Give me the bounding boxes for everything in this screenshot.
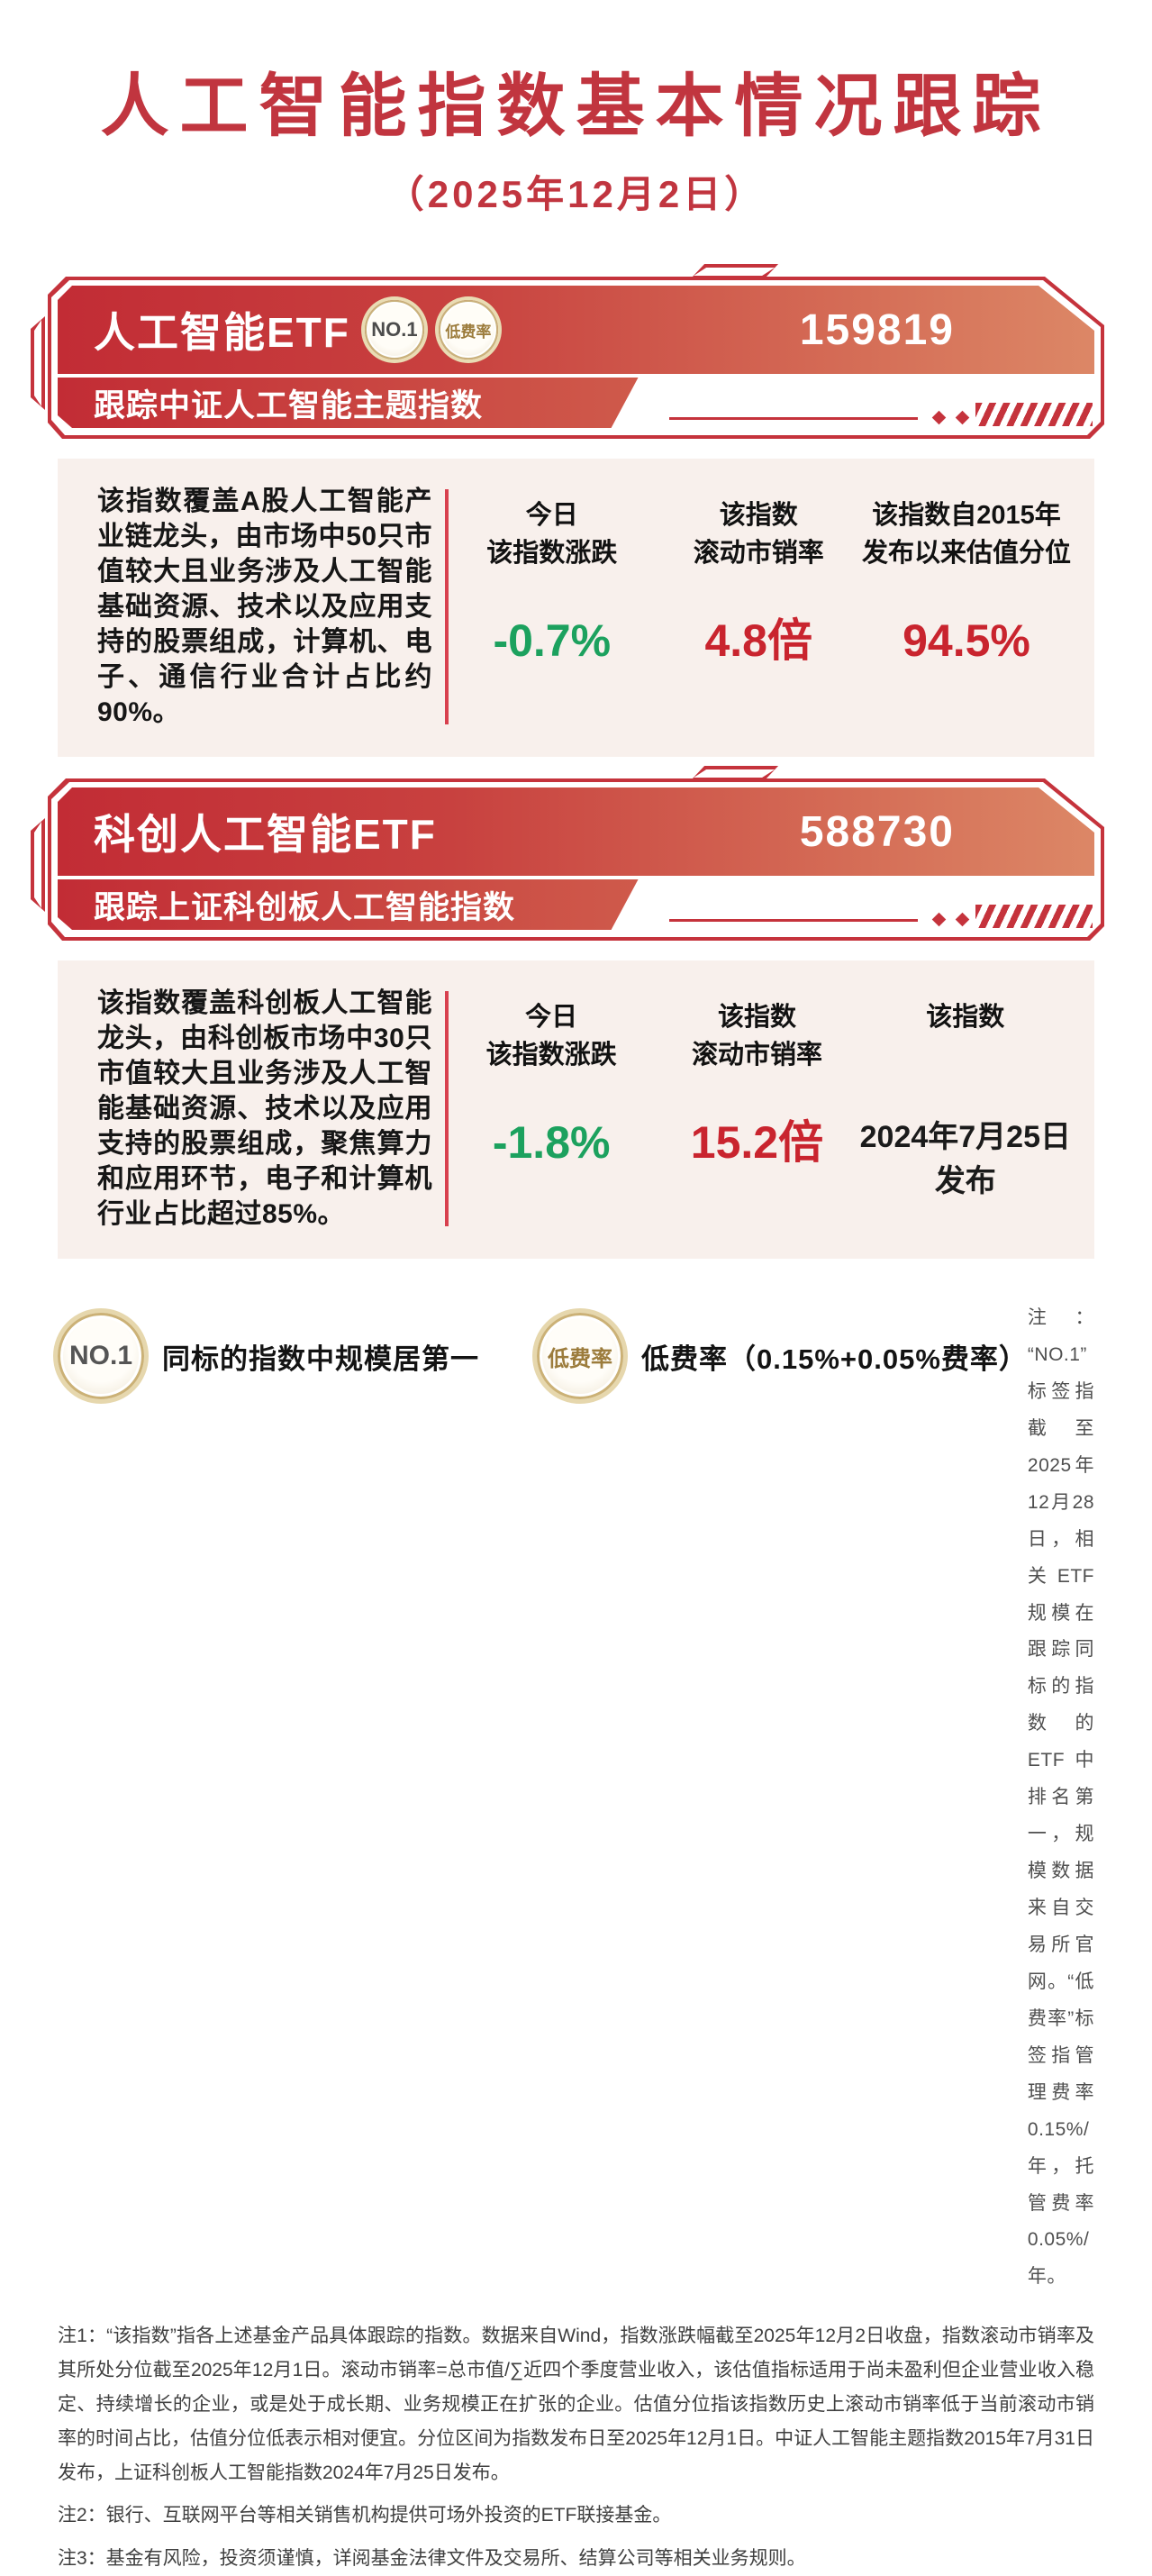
stat-column-ps-ratio: 该指数 滚动市销率 15.2倍: [654, 986, 859, 1232]
stat-label: 今日 该指数涨跌: [486, 501, 618, 568]
banner-line-decoration: [669, 417, 919, 420]
page-title: 人工智能指数基本情况跟踪: [100, 66, 1052, 146]
banner-left-bracket-decoration: [31, 316, 45, 410]
stat-value: -1.8%: [492, 1117, 611, 1168]
product-name: 人工智能ETF: [94, 309, 350, 356]
stat-label: 该指数 滚动市销率: [693, 501, 824, 568]
index-description: 该指数覆盖A股人工智能产业链龙头，由市场中50只市值较大且业务涉及人工智能基础资…: [97, 487, 432, 727]
vertical-divider: [445, 489, 449, 724]
no1-badge-icon: NO.1: [365, 300, 424, 360]
stat-label: 该指数自2015年 发布以来估值分位: [862, 501, 1072, 568]
badge-legend: NO.1 同标的指数中规模居第一 低费率 低费率（0.15%+0.05%费率） …: [58, 1300, 1094, 2296]
page-subtitle: （2025年12月2日）: [386, 173, 766, 215]
index-info-box: 该指数覆盖科创板人工智能龙头，由科创板市场中30只市值较大且业务涉及人工智能基础…: [58, 960, 1094, 1259]
stat-value: 2024年7月25日 发布: [859, 1120, 1071, 1199]
banner-stripes-decoration: [975, 403, 1093, 426]
stat-value: 15.2倍: [690, 1117, 824, 1168]
banner-stripes-decoration: [975, 905, 1093, 928]
stat-label: 该指数 滚动市销率: [691, 1003, 822, 1070]
product-code: 159819: [799, 305, 955, 354]
tracking-banner: 跟踪上证科创板人工智能指数: [58, 879, 639, 930]
banner-title-row: 科创人工智能ETF 588730: [58, 787, 1094, 876]
stat-column-publish-date: 该指数 2024年7月25日 发布: [860, 986, 1071, 1232]
tracking-banner: 跟踪中证人工智能主题指数: [58, 378, 639, 428]
legend-note: 注：“NO.1”标签指截至2025年12月28日，相关ETF规模在跟踪同标的指数…: [1027, 1307, 1094, 2288]
stat-value: 4.8倍: [704, 615, 812, 666]
footnote-3: 注3：基金有风险，投资须谨慎，详阅基金法律文件及交易所、结算公司等相关业务规则。: [58, 2548, 806, 2570]
product-banner: 科创人工智能ETF 588730 跟踪上证科创板人工智能指数: [58, 787, 1094, 932]
legend-item-no1: NO.1 同标的指数中规模居第一: [58, 1313, 479, 1399]
stat-label: 今日 该指数涨跌: [485, 1003, 617, 1070]
product-section-588730: 科创人工智能ETF 588730 跟踪上证科创板人工智能指数 该指数覆盖科创板人…: [58, 787, 1094, 1259]
legend-no1-label: 同标的指数中规模居第一: [162, 1343, 479, 1375]
banner-title-row: 人工智能ETF NO.1 低费率 159819: [58, 286, 1094, 374]
banner-tab-decoration: [690, 264, 778, 279]
low-fee-medal-icon: 低费率: [537, 1313, 623, 1399]
no1-medal-icon: NO.1: [58, 1313, 144, 1399]
stats-row: 今日 该指数涨跌 -1.8% 该指数 滚动市销率 15.2倍: [449, 986, 1071, 1232]
footnote-1: 注1：“该指数”指各上述基金产品具体跟踪的指数。数据来自Wind，指数涨跌幅截至…: [58, 2326, 1094, 2483]
stat-column-daily-change: 今日 该指数涨跌 -0.7%: [449, 484, 656, 730]
stat-column-valuation-percentile: 该指数自2015年 发布以来估值分位 94.5%: [862, 484, 1071, 730]
banner-line-decoration: [669, 919, 919, 922]
page-header: 人工智能指数基本情况跟踪 （2025年12月2日）: [0, 0, 1152, 219]
tracking-label: 跟踪中证人工智能主题指数: [94, 387, 484, 423]
stat-value: -0.7%: [493, 615, 612, 666]
index-description: 该指数覆盖科创板人工智能龙头，由科创板市场中30只市值较大且业务涉及人工智能基础…: [97, 988, 432, 1229]
banner-tab-decoration: [690, 766, 778, 781]
product-name: 科创人工智能ETF: [94, 811, 437, 858]
stat-column-daily-change: 今日 该指数涨跌 -1.8%: [449, 986, 654, 1232]
vertical-divider: [445, 991, 449, 1226]
footnote-2: 注2：银行、互联网平台等相关销售机构提供可场外投资的ETF联接基金。: [58, 2505, 672, 2526]
product-section-159819: 人工智能ETF NO.1 低费率 159819 跟踪中证人工智能主题指数 该指数…: [58, 286, 1094, 757]
index-info-box: 该指数覆盖A股人工智能产业链龙头，由市场中50只市值较大且业务涉及人工智能基础资…: [58, 459, 1094, 757]
stat-label: 该指数: [926, 1003, 1005, 1032]
legend-item-lowfee: 低费率 低费率（0.15%+0.05%费率）: [537, 1313, 1028, 1399]
product-banner: 人工智能ETF NO.1 低费率 159819 跟踪中证人工智能主题指数: [58, 286, 1094, 430]
stats-row: 今日 该指数涨跌 -0.7% 该指数 滚动市销率 4.8倍: [449, 484, 1071, 730]
stat-value: 94.5%: [903, 615, 1030, 666]
stat-column-ps-ratio: 该指数 滚动市销率 4.8倍: [656, 484, 863, 730]
banner-left-bracket-decoration: [31, 818, 45, 912]
low-fee-badge-icon: 低费率: [439, 300, 498, 360]
legend-lowfee-label: 低费率（0.15%+0.05%费率）: [641, 1343, 1028, 1375]
product-code: 588730: [799, 807, 955, 856]
tracking-label: 跟踪上证科创板人工智能指数: [94, 889, 516, 925]
footnotes: 注1：“该指数”指各上述基金产品具体跟踪的指数。数据来自Wind，指数涨跌幅截至…: [58, 2319, 1094, 2576]
